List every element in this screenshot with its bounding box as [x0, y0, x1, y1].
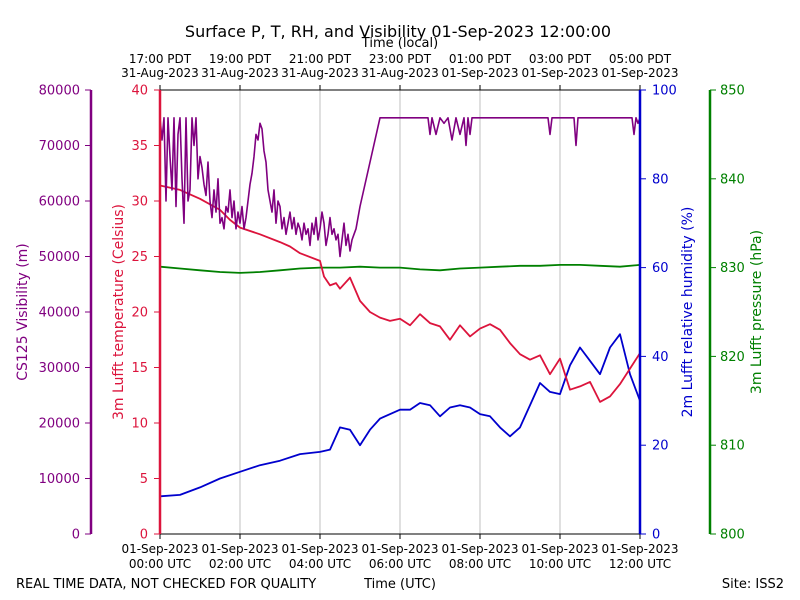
humidity-tick-label: 20 [652, 439, 669, 454]
humidity-tick-label: 80 [652, 172, 669, 187]
humidity-tick-label: 60 [652, 261, 669, 276]
x-tick-label-utc: 04:00 UTC [289, 557, 351, 571]
temperature-tick-label: 20 [131, 306, 148, 321]
visibility-tick-label: 40000 [39, 306, 80, 321]
top-tick-label-date: 31-Aug-2023 [361, 66, 439, 80]
pressure-tick-label: 810 [720, 439, 745, 454]
temperature-series-line [159, 184, 641, 403]
top-tick-label-time: 21:00 PDT [289, 52, 352, 66]
pressure-series-line [159, 263, 641, 274]
x-tick-label-date: 01-Sep-2023 [441, 542, 518, 556]
x-tick-label-utc: 12:00 UTC [609, 557, 671, 571]
x-tick-label-date: 01-Sep-2023 [361, 542, 438, 556]
x-tick-label-date: 01-Sep-2023 [521, 542, 598, 556]
visibility-tick-label: 70000 [39, 139, 80, 154]
x-tick-label-utc: 10:00 UTC [529, 557, 591, 571]
pressure-tick-label: 830 [720, 261, 745, 276]
temperature-tick-label: 30 [131, 195, 148, 210]
temperature-tick-label: 15 [131, 361, 148, 376]
x-tick-label-date: 01-Sep-2023 [121, 542, 198, 556]
pressure-tick-label: 840 [720, 172, 745, 187]
temperature-tick-label: 35 [131, 139, 148, 154]
visibility-tick-label: 10000 [39, 472, 80, 487]
x-tick-label-utc: 00:00 UTC [129, 557, 191, 571]
top-tick-label-time: 03:00 PDT [529, 52, 592, 66]
humidity-axis-title: 2m Lufft relative humidity (%) [680, 207, 696, 418]
humidity-tick-label: 40 [652, 350, 669, 365]
top-tick-label-date: 31-Aug-2023 [121, 66, 199, 80]
top-tick-label-time: 01:00 PDT [449, 52, 512, 66]
top-tick-label-date: 01-Sep-2023 [441, 66, 518, 80]
gridlines [239, 90, 561, 534]
temperature-tick-label: 0 [140, 528, 148, 543]
top-tick-label-time: 23:00 PDT [369, 52, 432, 66]
top-tick-label-date: 01-Sep-2023 [601, 66, 678, 80]
visibility-tick-label: 60000 [39, 195, 80, 210]
x-tick-label-date: 01-Sep-2023 [601, 542, 678, 556]
visibility-tick-label: 0 [72, 528, 80, 543]
temperature-tick-label: 5 [140, 472, 148, 487]
temperature-tick-label: 40 [131, 84, 148, 99]
pressure-axis-title: 3m Lufft pressure (hPa) [749, 230, 765, 394]
x-tick-label-utc: 06:00 UTC [369, 557, 431, 571]
chart-title: Surface P, T, RH, and Visibility 01-Sep-… [185, 22, 611, 41]
x-axis-label: Time (UTC) [363, 577, 436, 592]
x-tick-label-utc: 08:00 UTC [449, 557, 511, 571]
visibility-tick-label: 50000 [39, 250, 80, 265]
x-tick-label-date: 01-Sep-2023 [281, 542, 358, 556]
top-tick-label-time: 05:00 PDT [609, 52, 672, 66]
visibility-axis-title: CS125 Visibility (m) [15, 243, 31, 381]
top-tick-label-time: 17:00 PDT [129, 52, 192, 66]
visibility-tick-label: 30000 [39, 361, 80, 376]
humidity-tick-label: 100 [652, 84, 677, 99]
visibility-tick-label: 80000 [39, 84, 80, 99]
top-tick-label-date: 01-Sep-2023 [521, 66, 598, 80]
temperature-tick-label: 10 [131, 417, 148, 432]
visibility-series-line [159, 117, 641, 258]
temperature-axis-title: 3m Lufft temperature (Celsius) [111, 204, 127, 420]
pressure-tick-label: 820 [720, 350, 745, 365]
site-label: Site: ISS2 [722, 577, 784, 592]
x-tick-label-utc: 02:00 UTC [209, 557, 271, 571]
top-axis-label: Time (local) [361, 36, 438, 51]
pressure-tick-label: 850 [720, 84, 745, 99]
top-tick-label-date: 31-Aug-2023 [201, 66, 279, 80]
top-tick-label-time: 19:00 PDT [209, 52, 272, 66]
pressure-tick-label: 800 [720, 528, 745, 543]
top-tick-label-date: 31-Aug-2023 [281, 66, 359, 80]
humidity-tick-label: 0 [652, 528, 660, 543]
visibility-tick-label: 20000 [39, 417, 80, 432]
x-tick-label-date: 01-Sep-2023 [201, 542, 278, 556]
series-layer [159, 117, 641, 498]
humidity-series-line [159, 333, 641, 498]
quality-disclaimer: REAL TIME DATA, NOT CHECKED FOR QUALITY [16, 577, 316, 592]
temperature-tick-label: 25 [131, 250, 148, 265]
